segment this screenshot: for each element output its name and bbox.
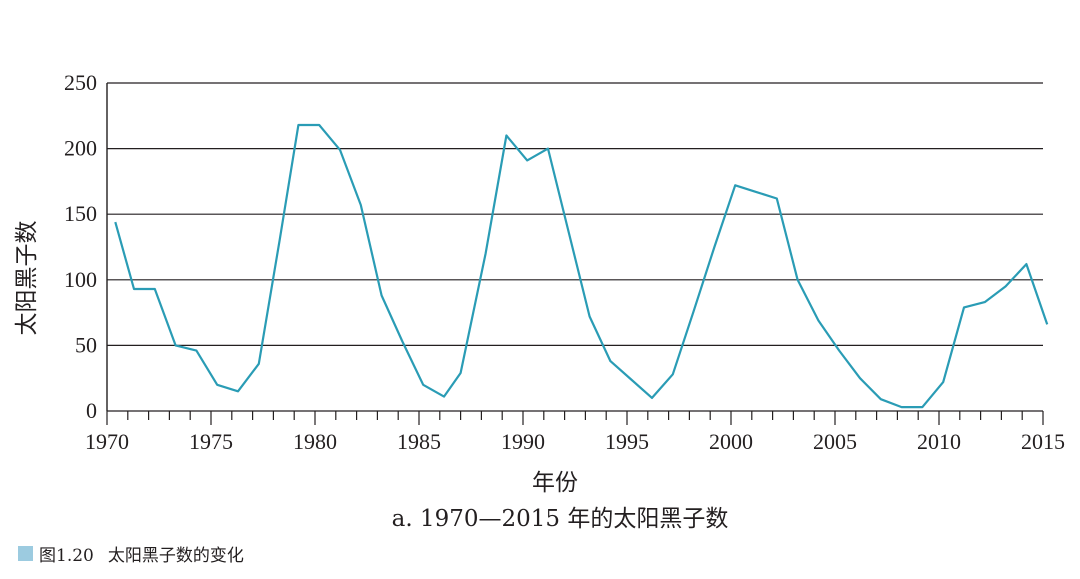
x-tick-label: 2000: [709, 429, 753, 454]
caption-marker-icon: [18, 546, 33, 561]
series-layer: [114, 123, 1049, 409]
x-tick-label: 2010: [917, 429, 961, 454]
y-tick-label: 150: [64, 201, 97, 226]
y-tick-label: 100: [64, 267, 97, 292]
x-tick-label: 2015: [1021, 429, 1065, 454]
x-axis-ticks: 1970 1975 1980 1985 1990 1995 2000 2005 2010 2015: [85, 411, 1065, 454]
x-tick-label: 1995: [605, 429, 649, 454]
figure-caption: 图1.20 太阳黑子数的变化: [18, 541, 244, 566]
x-tick-label: 1985: [397, 429, 441, 454]
sunspot-chart: 1970 1975 1980 1985 1990 1995 2000 2005 2010 2015…: [14, 70, 1065, 530]
x-axis-label: 年份: [532, 470, 578, 496]
y-tick-label: 200: [64, 136, 97, 161]
y-axis-ticks: 0 50 100 150 200 250: [64, 70, 97, 423]
y-tick-label: 0: [86, 398, 97, 423]
x-tick-label: 2005: [813, 429, 857, 454]
x-tick-label: 1990: [501, 429, 545, 454]
x-tick-label: 1980: [293, 429, 337, 454]
series-line-0: [114, 123, 1049, 409]
y-tick-label: 50: [75, 332, 97, 357]
y-axis-label: 太阳黑子数: [14, 221, 40, 336]
figure-caption-text: 太阳黑子数的变化: [107, 546, 244, 566]
chart-subtitle: a. 1970—2015 年的太阳黑子数: [392, 506, 729, 530]
y-tick-label: 250: [64, 70, 97, 95]
x-tick-label: 1975: [189, 429, 233, 454]
figure-number: 图1.20: [39, 546, 94, 566]
grid-lines: [106, 82, 1043, 412]
x-tick-label: 1970: [85, 429, 129, 454]
